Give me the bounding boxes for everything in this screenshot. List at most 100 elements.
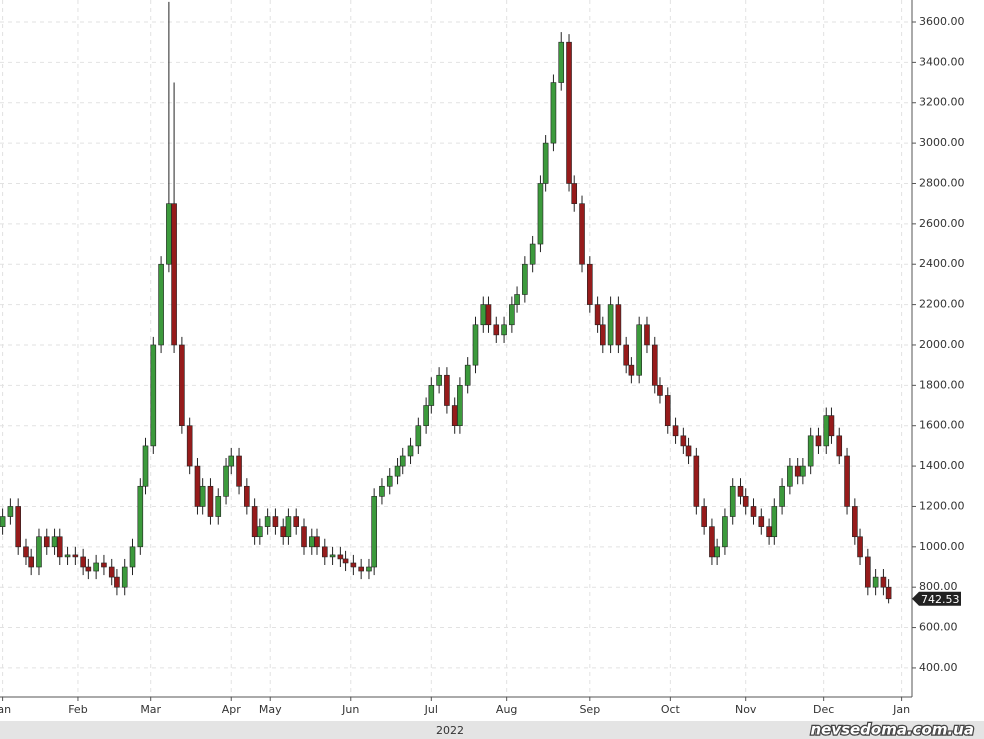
y-tick-label: 1200.00	[919, 499, 965, 512]
candle-body	[807, 435, 814, 467]
x-tick-label: Jun	[341, 703, 359, 716]
candle-body	[771, 506, 778, 538]
candle-body	[137, 485, 144, 548]
candle-body	[114, 576, 120, 588]
candle-body	[80, 556, 86, 568]
candle-body	[550, 82, 557, 144]
y-tick-label: 1800.00	[919, 378, 965, 391]
y-tick-label: 1400.00	[919, 459, 965, 472]
candle-body	[714, 546, 720, 558]
candle-body	[828, 415, 835, 437]
candle-body	[150, 344, 157, 447]
candle-body	[379, 485, 385, 497]
candle-body	[301, 526, 307, 548]
candle-body	[236, 455, 242, 487]
candle-body	[436, 374, 442, 386]
candle-body	[794, 465, 801, 477]
last-price-label: 742.53	[921, 593, 960, 606]
candle-body	[251, 506, 258, 538]
candle-body	[428, 385, 435, 406]
candle-body	[121, 566, 128, 588]
candle-body	[64, 554, 71, 558]
candle-body	[399, 455, 406, 467]
x-tick-label: Aug	[496, 703, 517, 716]
candle-body	[737, 485, 744, 497]
candle-body	[558, 41, 565, 83]
candle-body	[529, 243, 536, 265]
y-tick-label: 2400.00	[919, 257, 965, 270]
x-tick-label: May	[259, 703, 282, 716]
candle-body	[28, 556, 34, 568]
candle-body	[600, 324, 606, 346]
candle-body	[7, 506, 14, 517]
candle-body	[457, 385, 463, 427]
candle-body	[158, 263, 164, 346]
candle-body	[742, 496, 749, 507]
candle-body	[337, 554, 344, 560]
candle-body	[493, 324, 500, 336]
candle-body	[657, 385, 663, 396]
x-tick-label: Apr	[222, 703, 242, 716]
candle-body	[264, 516, 271, 527]
x-tick-label: Jan	[0, 703, 11, 716]
candle-body	[623, 344, 629, 366]
candle-body	[186, 425, 193, 467]
candle-body	[607, 304, 614, 346]
candle-body	[0, 516, 6, 527]
candle-body	[350, 562, 357, 568]
candle-body	[501, 324, 507, 336]
year-label: 2022	[436, 724, 464, 737]
candle-body	[823, 415, 830, 447]
candle-body	[43, 536, 50, 548]
x-axis-band	[0, 697, 912, 721]
candle-body	[522, 263, 528, 295]
candle-body	[844, 455, 850, 507]
candle-body	[628, 364, 635, 376]
candle-body	[857, 536, 863, 558]
candle-body	[101, 562, 107, 568]
x-tick-label: Nov	[735, 703, 757, 716]
candle-body	[407, 445, 414, 457]
candle-body	[836, 435, 843, 457]
candle-body	[244, 485, 250, 507]
y-tick-label: 3200.00	[919, 96, 965, 109]
y-tick-label: 2000.00	[919, 338, 965, 351]
candle-body	[85, 566, 92, 572]
x-tick-label: Jan	[892, 703, 910, 716]
x-tick-label: Oct	[661, 703, 681, 716]
candle-body	[285, 516, 292, 538]
y-tick-label: 2200.00	[919, 298, 965, 311]
candle-body	[664, 395, 671, 427]
candle-body	[644, 324, 650, 346]
y-tick-label: 600.00	[919, 621, 958, 634]
x-tick-label: Dec	[813, 703, 834, 716]
candle-body	[571, 183, 578, 204]
candle-body	[480, 304, 487, 326]
candle-body	[257, 526, 263, 538]
x-tick-label: Feb	[68, 703, 87, 716]
x-tick-label: Sep	[579, 703, 600, 716]
candle-body	[509, 304, 515, 326]
candle-body	[701, 506, 707, 527]
x-tick-label: Mar	[140, 703, 161, 716]
candle-body	[23, 546, 29, 558]
y-tick-label: 3600.00	[919, 15, 965, 28]
candle-body	[680, 435, 687, 447]
candle-body	[308, 536, 315, 548]
candle-body	[314, 536, 320, 548]
candle-body	[709, 526, 715, 558]
candle-body	[280, 526, 287, 538]
candle-body	[542, 142, 549, 184]
candle-body	[651, 344, 658, 386]
candle-body	[852, 506, 858, 538]
candle-body	[386, 475, 393, 487]
candle-body	[228, 455, 235, 467]
candle-body	[179, 344, 185, 427]
candle-body	[729, 485, 736, 517]
y-tick-label: 3400.00	[919, 55, 965, 68]
candle-body	[272, 516, 279, 527]
candle-body	[722, 516, 728, 548]
candle-body	[207, 485, 214, 517]
